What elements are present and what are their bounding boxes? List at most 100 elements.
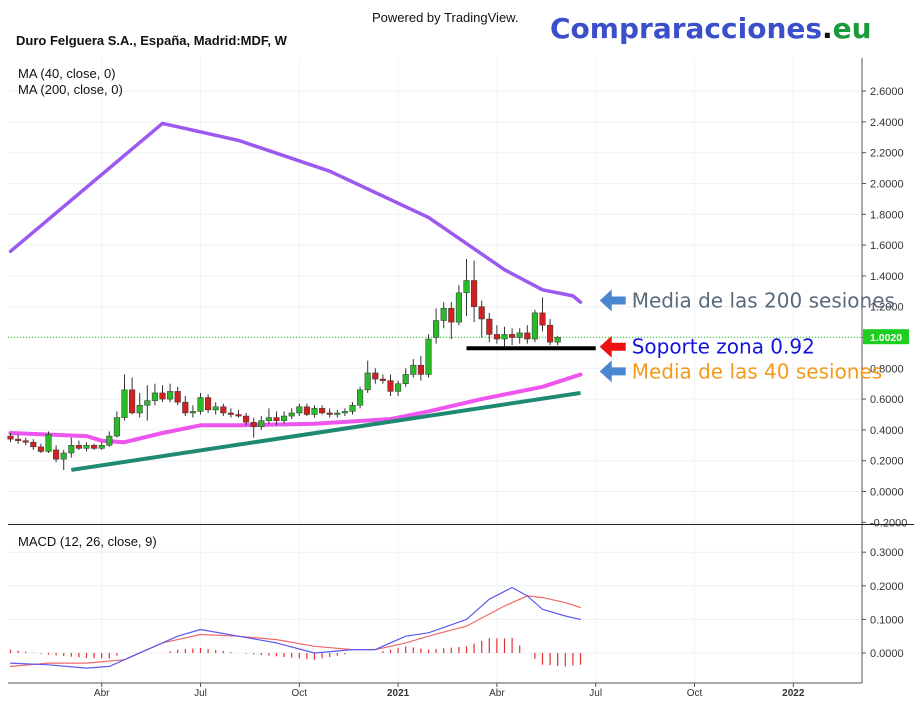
indicator-ma40-label[interactable]: MA (40, close, 0)	[18, 66, 116, 81]
candle-body	[273, 417, 280, 421]
candle-body	[341, 411, 348, 414]
candle-body	[524, 332, 531, 340]
brand-name: Compraracciones	[550, 12, 823, 45]
candle	[106, 431, 113, 447]
candle	[486, 312, 493, 343]
candle-body	[493, 334, 500, 340]
candle-body	[448, 307, 455, 323]
candle	[296, 403, 303, 417]
candle	[243, 412, 250, 426]
candle	[501, 326, 508, 347]
candle	[212, 402, 219, 415]
annotation-ma40-text: Media de las 40 sesiones	[632, 359, 883, 383]
ma200-line	[8, 121, 583, 304]
support-trendline	[71, 390, 581, 472]
candle-body	[174, 391, 181, 403]
candle-body	[265, 417, 272, 421]
candle-body	[455, 292, 462, 323]
candle-body	[433, 320, 440, 338]
candle	[60, 449, 67, 470]
annotation-ma40-arrow	[599, 360, 626, 383]
candle-body	[7, 435, 14, 440]
candle-body	[326, 412, 333, 415]
candle-body	[189, 411, 196, 414]
candle-body	[98, 445, 105, 449]
candle	[387, 374, 394, 397]
time-tick-label: Jul	[194, 688, 207, 699]
indicator-ma200-label[interactable]: MA (200, close, 0)	[18, 82, 123, 97]
candle-body	[463, 280, 470, 294]
price-tick-label: 0.2000	[870, 456, 904, 468]
time-tick-label: Abr	[489, 688, 505, 699]
candle-body	[68, 445, 75, 454]
candle-body	[136, 405, 143, 414]
candle	[410, 359, 417, 378]
candle	[91, 443, 98, 450]
candle-body	[425, 338, 432, 375]
candle-body	[129, 389, 136, 414]
candle	[235, 409, 242, 418]
candle-body	[106, 435, 113, 446]
ma40-line	[8, 372, 583, 445]
candle-body	[22, 440, 29, 443]
candle	[334, 409, 341, 418]
candle	[113, 411, 120, 438]
macd-tick-label: 0.3000	[870, 547, 904, 559]
candle-body	[296, 406, 303, 414]
indicator-macd-label[interactable]: MACD (12, 26, close, 9)	[18, 534, 157, 549]
candle-body	[167, 391, 174, 400]
candle-body	[410, 364, 417, 375]
candle-body	[243, 415, 250, 423]
candle-body	[486, 318, 493, 335]
candle	[357, 386, 364, 409]
candle	[425, 334, 432, 378]
candle	[471, 260, 478, 323]
brand-dot: .	[822, 12, 833, 45]
candle-body	[220, 406, 227, 414]
candle-body	[37, 446, 44, 452]
candle-body	[319, 408, 326, 414]
candle-body	[121, 389, 128, 418]
candle	[478, 300, 485, 338]
candle	[151, 383, 158, 406]
candle	[455, 285, 462, 326]
macd-line	[9, 586, 582, 669]
candle-body	[205, 397, 212, 411]
candle	[402, 368, 409, 387]
candle	[250, 417, 257, 438]
candle	[182, 396, 189, 417]
price-tick-label: 0.0000	[870, 487, 904, 499]
candle-body	[91, 445, 98, 449]
candle-body	[364, 372, 371, 391]
candle	[326, 408, 333, 418]
candle	[205, 394, 212, 413]
candle-body	[227, 412, 234, 415]
powered-by-label[interactable]: Powered by TradingView.	[372, 10, 519, 25]
candle	[30, 439, 37, 450]
candle-body	[60, 452, 67, 460]
price-tick-label: 1.2000	[870, 302, 904, 314]
candle	[516, 328, 523, 344]
macd-histogram	[9, 637, 582, 667]
candle-body	[258, 420, 265, 428]
candle-body	[288, 412, 295, 417]
candle-body	[250, 421, 257, 428]
candle	[265, 408, 272, 424]
candle-body	[212, 406, 219, 411]
candle-body	[349, 405, 356, 412]
candle	[319, 405, 326, 415]
candle-body	[478, 306, 485, 320]
candle	[372, 368, 379, 384]
candle-body	[417, 364, 424, 375]
candle	[15, 434, 22, 444]
candle-body	[509, 334, 516, 338]
candle	[509, 328, 516, 346]
candle	[258, 416, 265, 430]
brand-logo[interactable]: Compraracciones.eu	[550, 12, 872, 45]
candle-body	[53, 449, 60, 460]
candle	[167, 383, 174, 403]
candle	[22, 437, 29, 446]
candle	[273, 411, 280, 426]
price-tick-label: 1.4000	[870, 271, 904, 283]
